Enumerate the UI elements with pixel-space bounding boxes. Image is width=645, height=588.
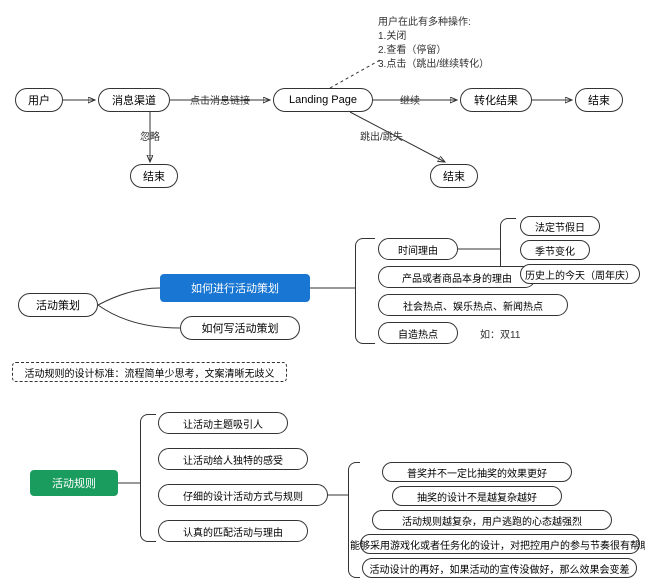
bracket-rules	[140, 414, 156, 542]
diagram-canvas: 用户在此有多种操作: 1.关闭 2.查看（停留） 3.点击（跳出/继续转化） 用…	[0, 0, 645, 588]
detail-4: 能够采用游戏化或者任务化的设计，对把控用户的参与节奏很有帮助	[360, 534, 640, 554]
label-eg11: 如：双11	[480, 326, 520, 341]
annotation-note: 用户在此有多种操作: 1.关闭 2.查看（停留） 3.点击（跳出/继续转化）	[378, 16, 489, 72]
label-click-link: 点击消息链接	[190, 92, 250, 107]
node-end-ignore: 结束	[130, 164, 178, 188]
label-continue: 继续	[400, 92, 420, 107]
node-user: 用户	[15, 88, 63, 112]
rule-branch-4: 认真的匹配活动与理由	[158, 520, 308, 542]
rule-branch-3: 仔细的设计活动方式与规则	[158, 484, 328, 506]
standard-note: 活动规则的设计标准：流程简单少思考，文案清晰无歧义	[12, 362, 287, 382]
node-plan-root: 活动策划	[18, 293, 98, 317]
time-sub-season: 季节变化	[520, 240, 590, 260]
branch-product: 产品或者商品本身的理由	[378, 266, 536, 288]
node-how: 如何进行活动策划	[160, 274, 310, 302]
branch-time: 时间理由	[378, 238, 458, 260]
rule-branch-1: 让活动主题吸引人	[158, 412, 288, 434]
detail-3: 活动规则越复杂，用户逃跑的心态越强烈	[372, 510, 612, 530]
bracket-how	[355, 238, 375, 344]
annotation-line: 1.关闭	[378, 30, 489, 44]
branch-hot: 社会热点、娱乐热点、新闻热点	[378, 294, 568, 316]
node-channel: 消息渠道	[98, 88, 170, 112]
node-write: 如何写活动策划	[180, 316, 300, 340]
detail-1: 普奖并不一定比抽奖的效果更好	[382, 462, 572, 482]
label-exit: 跳出/跳失	[360, 128, 403, 143]
annotation-line: 2.查看（停留）	[378, 44, 489, 58]
node-end-exit: 结束	[430, 164, 478, 188]
annotation-line: 3.点击（跳出/继续转化）	[378, 58, 489, 72]
time-sub-history: 历史上的今天（周年庆）	[520, 264, 640, 284]
node-convert: 转化结果	[460, 88, 532, 112]
branch-self: 自造热点	[378, 322, 458, 344]
node-end-main: 结束	[575, 88, 623, 112]
time-sub-holiday: 法定节假日	[520, 216, 600, 236]
node-rules-root: 活动规则	[30, 470, 118, 496]
label-ignore: 忽略	[140, 128, 160, 143]
detail-5: 活动设计的再好，如果活动的宣传没做好，那么效果会变差	[362, 558, 637, 578]
bracket-details	[348, 462, 360, 578]
annotation-line: 用户在此有多种操作:	[378, 16, 489, 30]
node-landing: Landing Page	[273, 88, 373, 112]
detail-2: 抽奖的设计不是越复杂越好	[392, 486, 562, 506]
rule-branch-2: 让活动给人独特的感受	[158, 448, 308, 470]
